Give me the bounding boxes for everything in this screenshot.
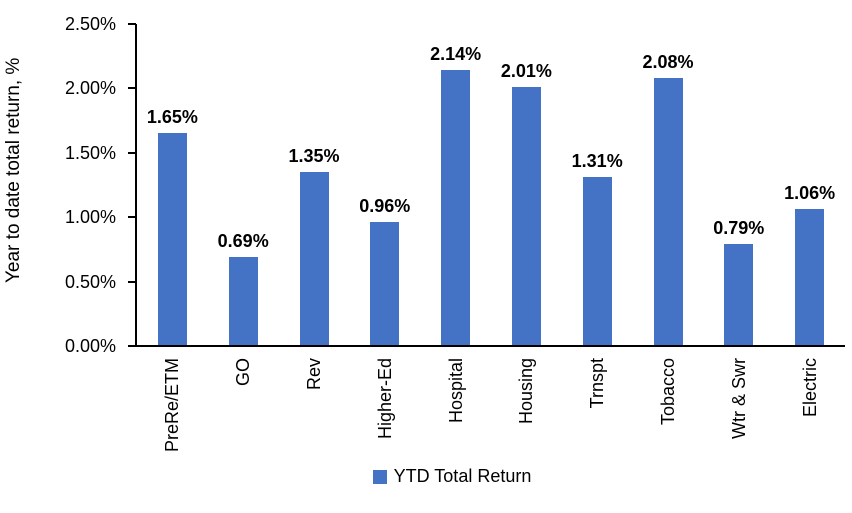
x-category-label: Wtr & Swr [728, 358, 749, 439]
x-category-label: GO [233, 358, 254, 387]
x-category-label: Hospital [445, 358, 466, 424]
bar-value-label: 0.79% [713, 218, 765, 239]
bar [582, 177, 612, 345]
x-category-label: Rev [304, 358, 324, 391]
y-tick-label: 1.00% [64, 207, 116, 228]
bar-value-label: 1.06% [784, 183, 836, 204]
x-category-label: Tobacco [658, 358, 678, 426]
y-tick-mark [128, 23, 136, 25]
bar [370, 222, 400, 345]
legend: YTD Total Return [26, 466, 852, 487]
bar [795, 209, 825, 345]
y-tick-label: 0.00% [64, 336, 116, 356]
x-category-label: Electric [799, 358, 820, 418]
y-axis-line [135, 24, 137, 347]
bar [441, 70, 471, 345]
legend-label: YTD Total Return [393, 466, 532, 486]
y-tick-mark [128, 151, 136, 154]
y-tick-mark [128, 87, 136, 90]
y-tick-mark [128, 280, 136, 283]
x-category-label: Housing [516, 358, 537, 425]
bar [299, 172, 329, 345]
bar [724, 244, 754, 345]
bar-value-label: 2.08% [642, 52, 694, 73]
bar-value-label: 0.96% [359, 196, 411, 217]
bar-value-label: 1.65% [146, 107, 198, 128]
y-tick-label: 1.50% [64, 142, 116, 163]
legend-swatch [372, 469, 387, 484]
bar-value-label: 0.69% [217, 231, 269, 252]
bar [653, 78, 683, 345]
bar-value-label: 1.35% [288, 146, 340, 167]
y-tick-label: 0.50% [64, 271, 116, 292]
x-category-label: PreRe/ETM [162, 358, 183, 453]
bar-value-label: 2.14% [430, 44, 482, 65]
y-tick-mark [128, 216, 136, 219]
bar-value-label: 2.01% [500, 61, 552, 82]
x-category-label: Higher-Ed [374, 358, 395, 440]
bar [157, 133, 187, 345]
y-tick-label: 2.50% [64, 14, 116, 34]
bar [511, 87, 541, 345]
y-axis-title: Year to date total return, % [3, 57, 24, 283]
bar [228, 257, 258, 345]
y-tick-label: 2.00% [64, 78, 116, 99]
x-axis-line [128, 345, 845, 347]
bar-value-label: 1.31% [571, 151, 623, 172]
x-category-label: Trnspt [587, 358, 608, 409]
